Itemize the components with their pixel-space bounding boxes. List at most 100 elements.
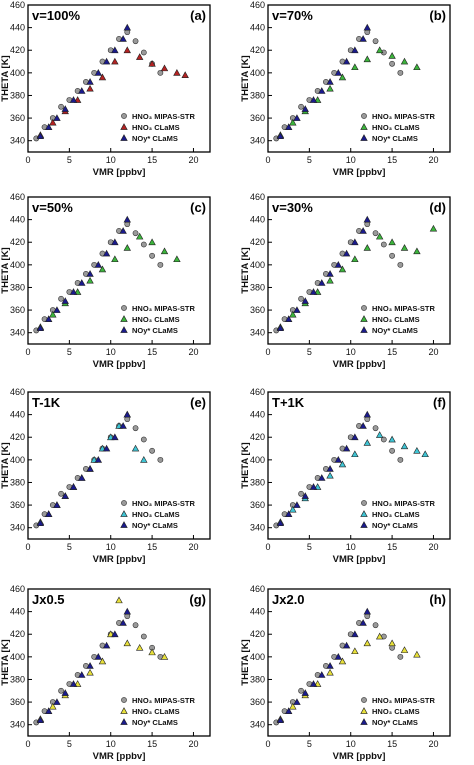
data-point	[351, 238, 359, 246]
y-tick-label: 460	[10, 192, 25, 202]
y-tick-label: 400	[10, 455, 25, 465]
data-point	[338, 460, 347, 468]
y-axis-label: THETA [K]	[240, 247, 251, 293]
x-tick-label: 15	[387, 542, 397, 552]
legend-swatch	[360, 510, 368, 517]
data-point	[318, 671, 326, 678]
data-point	[363, 639, 371, 647]
plot-frame	[27, 588, 211, 737]
x-tick-label: 5	[67, 155, 72, 165]
x-tick-label: 20	[428, 542, 438, 552]
data-point	[342, 641, 351, 649]
x-tick-label: 5	[307, 542, 312, 552]
data-point	[86, 662, 94, 669]
legend: HNO₃ MIPAS-STR HNO₃ CLaMS NOy* CLaMS	[120, 304, 195, 335]
data-point	[326, 662, 334, 669]
y-tick-label: 380	[250, 90, 265, 100]
data-point	[326, 465, 334, 472]
data-point	[284, 510, 293, 517]
data-point	[289, 505, 297, 513]
data-point	[58, 295, 64, 302]
x-tick-label: 15	[147, 347, 157, 357]
data-point	[284, 123, 293, 130]
data-point	[173, 255, 181, 263]
data-point	[132, 38, 139, 45]
data-point	[351, 255, 359, 263]
data-point	[351, 450, 359, 458]
data-point	[86, 78, 94, 85]
x-tick-label: 0	[265, 739, 270, 749]
x-tick-label: 20	[428, 739, 438, 749]
x-axis-label: VMR [ppbv]	[333, 359, 386, 370]
scenario-label: T-1K	[32, 395, 61, 410]
data-point	[149, 447, 155, 454]
legend-swatch	[120, 134, 128, 141]
data-point	[389, 252, 395, 259]
legend-swatch	[120, 326, 128, 333]
scenario-label: v=30%	[272, 200, 313, 215]
data-point	[276, 324, 285, 332]
legend-label: NOy* CLaMS	[132, 718, 178, 727]
x-tick-label: 20	[428, 347, 438, 357]
plot-frame	[267, 4, 451, 153]
data-point	[78, 87, 86, 94]
y-tick-label: 420	[10, 629, 25, 639]
y-axis-label: THETA [K]	[240, 55, 251, 101]
data-point	[44, 315, 53, 322]
data-point	[173, 69, 181, 76]
y-tick-label: 420	[250, 629, 265, 639]
legend-swatch	[361, 500, 367, 506]
series-0	[33, 29, 164, 142]
x-tick-label: 15	[147, 739, 157, 749]
y-tick-label: 460	[10, 387, 25, 397]
data-point	[102, 57, 111, 65]
panel-label: (f)	[433, 395, 446, 410]
y-tick-label: 360	[10, 113, 25, 123]
data-point	[293, 698, 301, 705]
legend-swatch	[120, 707, 128, 714]
data-point	[298, 295, 304, 302]
legend-label: HNO₃ CLaMS	[372, 315, 420, 324]
legend-swatch	[120, 123, 128, 130]
data-point	[375, 46, 384, 54]
scenario-label: v=70%	[272, 8, 313, 23]
legend-label: NOy* CLaMS	[372, 326, 418, 335]
y-tick-label: 360	[250, 500, 265, 510]
data-point	[78, 474, 86, 481]
x-tick-label: 0	[265, 542, 270, 552]
legend: HNO₃ MIPAS-STR HNO₃ CLaMS NOy* CLaMS	[360, 696, 435, 727]
data-point	[140, 436, 147, 443]
y-tick-label: 340	[250, 523, 265, 533]
data-point	[342, 57, 351, 65]
legend: HNO₃ MIPAS-STR HNO₃ CLaMS NOy* CLaMS	[360, 112, 435, 143]
legend-swatch	[360, 326, 368, 333]
data-point	[36, 132, 45, 140]
legend-label: HNO₃ MIPAS-STR	[132, 112, 195, 121]
x-tick-label: 10	[346, 155, 356, 165]
x-tick-label: 15	[387, 739, 397, 749]
data-point	[123, 639, 131, 647]
data-point	[334, 456, 343, 463]
data-point	[413, 63, 421, 71]
plot-frame	[267, 588, 451, 737]
data-point	[140, 49, 147, 56]
legend-swatch	[361, 113, 367, 119]
series-2	[36, 215, 131, 332]
x-axis-label: VMR [ppbv]	[333, 167, 386, 178]
x-tick-label: 5	[307, 155, 312, 165]
data-point	[58, 490, 64, 497]
legend: HNO₃ MIPAS-STR HNO₃ CLaMS NOy* CLaMS	[120, 112, 195, 143]
data-point	[389, 447, 395, 454]
data-point	[61, 492, 69, 499]
data-point	[94, 69, 103, 76]
x-tick-label: 0	[265, 347, 270, 357]
data-point	[326, 270, 334, 277]
data-point	[338, 265, 347, 273]
data-point	[49, 118, 57, 126]
panel-f: 340 360 380 400 420 440 460 0 5 10 15 20 VMR [ppbv] T…	[240, 387, 451, 565]
x-tick-label: 5	[307, 347, 312, 357]
x-tick-label: 15	[387, 155, 397, 165]
x-tick-label: 20	[188, 542, 198, 552]
y-tick-label: 340	[10, 523, 25, 533]
data-point	[363, 439, 371, 446]
